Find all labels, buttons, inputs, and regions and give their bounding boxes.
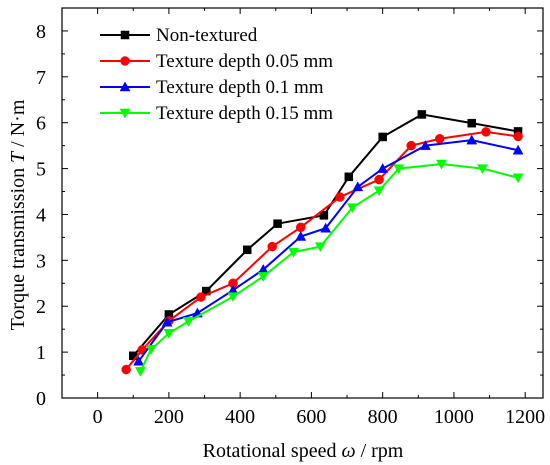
legend-item: Texture depth 0.05 mm	[100, 51, 333, 72]
legend: Non-textured Texture depth 0.05 mm Texture…	[100, 25, 333, 124]
y-axis-title: Torque transmission T / N·m	[7, 99, 29, 330]
y-tick-label: 5	[36, 159, 46, 181]
y-tick-label: 6	[36, 113, 46, 135]
data-point-triangle-up	[161, 316, 173, 327]
data-point-triangle-down	[145, 345, 157, 355]
legend-item: Texture depth 0.1 mm	[100, 77, 324, 98]
series-line	[125, 130, 519, 371]
series-line	[139, 162, 519, 372]
data-point-triangle-up	[419, 140, 431, 150]
data-point-triangle-down	[288, 247, 300, 258]
data-point-triangle-down	[346, 203, 358, 214]
legend-label: Texture depth 0.05 mm	[156, 51, 333, 72]
data-point-square	[273, 219, 282, 228]
data-point-circle	[374, 174, 384, 185]
data-point-square	[243, 245, 252, 255]
data-point-triangle-down	[477, 164, 488, 175]
legend-label: Non-textured	[156, 25, 258, 46]
data-point-triangle-down	[119, 108, 131, 119]
data-point-square	[319, 211, 329, 220]
data-point-triangle-up	[295, 230, 307, 241]
data-point-square	[378, 132, 387, 142]
data-point-circle	[295, 222, 306, 233]
data-point-square	[120, 30, 130, 40]
y-tick-label: 2	[36, 296, 46, 318]
y-tick-label: 8	[36, 21, 46, 43]
data-point-circle	[120, 56, 130, 66]
data-point-circle	[406, 140, 416, 151]
data-point-triangle-down	[373, 186, 385, 197]
legend-item: Non-textured	[100, 25, 258, 46]
data-point-circle	[434, 134, 445, 144]
x-tick-label: 400	[225, 406, 255, 428]
data-point-triangle-up	[352, 181, 364, 192]
y-tick-label: 0	[36, 388, 46, 410]
series-2	[121, 127, 523, 375]
data-point-square	[417, 110, 427, 119]
y-tick-label: 1	[36, 342, 46, 364]
y-axis: 0 1 2 3 4 5 6 7 8	[36, 21, 543, 410]
x-axis-title: Rotational speed ω / rpm	[203, 440, 404, 462]
data-point-triangle-down	[257, 272, 269, 282]
data-point-triangle-down	[436, 159, 447, 170]
data-point-triangle-up	[377, 163, 389, 173]
x-axis: 0 200 400 600 800 1000 1200	[61, 8, 545, 428]
y-tick-label: 3	[36, 250, 46, 272]
series-3	[133, 134, 524, 366]
plot-frame	[61, 7, 544, 399]
y-tick-label: 7	[36, 67, 46, 89]
data-point-triangle-up	[466, 134, 478, 145]
data-point-square	[344, 172, 354, 182]
data-point-triangle-down	[183, 317, 194, 327]
series-layer	[121, 110, 524, 377]
data-point-triangle-up	[119, 81, 131, 92]
data-point-triangle-down	[393, 164, 405, 175]
x-tick-label: 800	[368, 406, 398, 428]
y-tick-label: 4	[36, 204, 46, 226]
data-point-triangle-down	[512, 173, 524, 184]
legend-item: Texture depth 0.15 mm	[100, 103, 333, 124]
data-point-circle	[513, 131, 523, 142]
x-tick-label: 1000	[434, 406, 474, 428]
data-point-triangle-down	[163, 329, 175, 339]
legend-label: Texture depth 0.15 mm	[156, 103, 333, 124]
data-point-circle	[481, 127, 491, 137]
data-point-triangle-down	[314, 242, 326, 253]
series-line	[137, 139, 519, 362]
x-tick-label: 600	[296, 406, 326, 428]
x-tick-label: 1200	[505, 406, 545, 428]
data-point-circle	[196, 292, 206, 302]
data-point-triangle-down	[134, 367, 146, 377]
data-point-triangle-up	[320, 222, 332, 233]
series-4	[134, 159, 524, 377]
data-point-triangle-up	[133, 355, 145, 366]
data-point-circle	[335, 192, 345, 202]
x-tick-label: 200	[154, 406, 184, 428]
series-1	[129, 110, 523, 361]
plot-border	[61, 7, 544, 399]
data-point-circle	[121, 364, 131, 375]
data-point-triangle-up	[512, 144, 524, 155]
data-point-circle	[267, 241, 277, 252]
data-point-triangle-down	[227, 292, 239, 303]
legend-label: Texture depth 0.1 mm	[156, 77, 324, 98]
data-point-square	[467, 118, 476, 128]
x-tick-label: 0	[93, 406, 103, 428]
